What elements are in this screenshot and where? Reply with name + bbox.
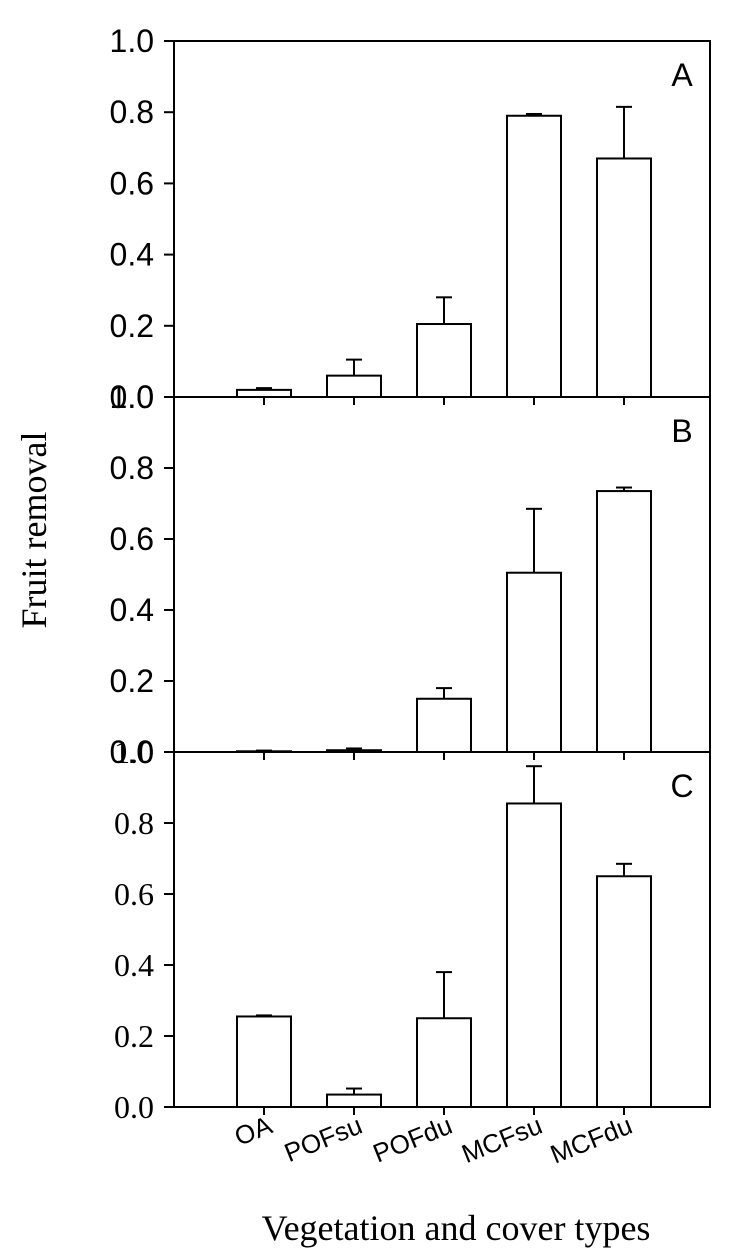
bar-mcfdu (596, 157, 652, 398)
y-tick-label: 0.0 (110, 734, 154, 770)
bar-pofdu (416, 697, 472, 753)
y-tick-label: 1.0 (110, 23, 154, 59)
y-tick-label: 0.0 (110, 379, 154, 415)
x-category-label: POFdu (369, 1110, 457, 1169)
panel-b: 1.0 0.8 0.6 0.4 0.2 0.0 B (110, 379, 711, 770)
x-category-labels: OA POFsu POFdu MCFsu MCFdu (230, 1110, 636, 1170)
y-tick-label: 0.2 (114, 1018, 154, 1054)
x-category-label: MCFdu (546, 1110, 636, 1170)
panel-label: B (671, 413, 692, 449)
y-tick-label: 0.8 (110, 94, 154, 130)
bar-mcfdu (596, 490, 652, 753)
y-tick-label: 1.0 (114, 734, 154, 770)
y-tick-label: 0.8 (110, 450, 154, 486)
y-tick-label: 0.6 (114, 876, 154, 912)
bar-mcfsu (506, 571, 562, 753)
x-axis-title: Vegetation and cover types (262, 1208, 651, 1248)
panels: 1.00.80.60.40.20.0A1.00.80.60.40.20.0B1.… (110, 23, 711, 1125)
panel-label: A (671, 57, 693, 93)
panel-label: C (670, 768, 693, 804)
x-category-label: OA (230, 1110, 277, 1152)
bar-pofsu (326, 374, 382, 399)
bar-pofsu (326, 1093, 382, 1108)
bar-mcfsu (506, 802, 562, 1108)
bar-oa (236, 1015, 292, 1108)
y-tick-label: 0.4 (110, 592, 154, 628)
y-tick-label: 0.2 (110, 308, 154, 344)
y-tick-label: 0.8 (114, 805, 154, 841)
bar-pofdu (416, 1017, 472, 1108)
bar-mcfsu (506, 114, 562, 398)
y-tick-label: 1.0 (110, 379, 154, 415)
y-tick-label: 0.6 (110, 521, 154, 557)
y-tick-label: 0.2 (110, 663, 154, 699)
bar-pofdu (416, 323, 472, 398)
y-tick-label: 0.4 (110, 237, 154, 273)
y-axis-title: Fruit removal (14, 432, 54, 629)
y-tick-label: 0.4 (114, 947, 154, 983)
y-tick-label: 0.6 (110, 165, 154, 201)
bar-oa (236, 388, 292, 399)
panel-c: 1.0 0.8 0.6 0.4 0.2 0.0 C (114, 734, 711, 1125)
x-category-label: POFsu (280, 1110, 366, 1168)
y-tick-label: 0.0 (114, 1089, 154, 1125)
panel-a: 1.0 0.8 0.6 0.4 0.2 0.0 A (110, 23, 711, 415)
x-category-label: MCFsu (457, 1110, 546, 1169)
bar-mcfdu (596, 875, 652, 1108)
